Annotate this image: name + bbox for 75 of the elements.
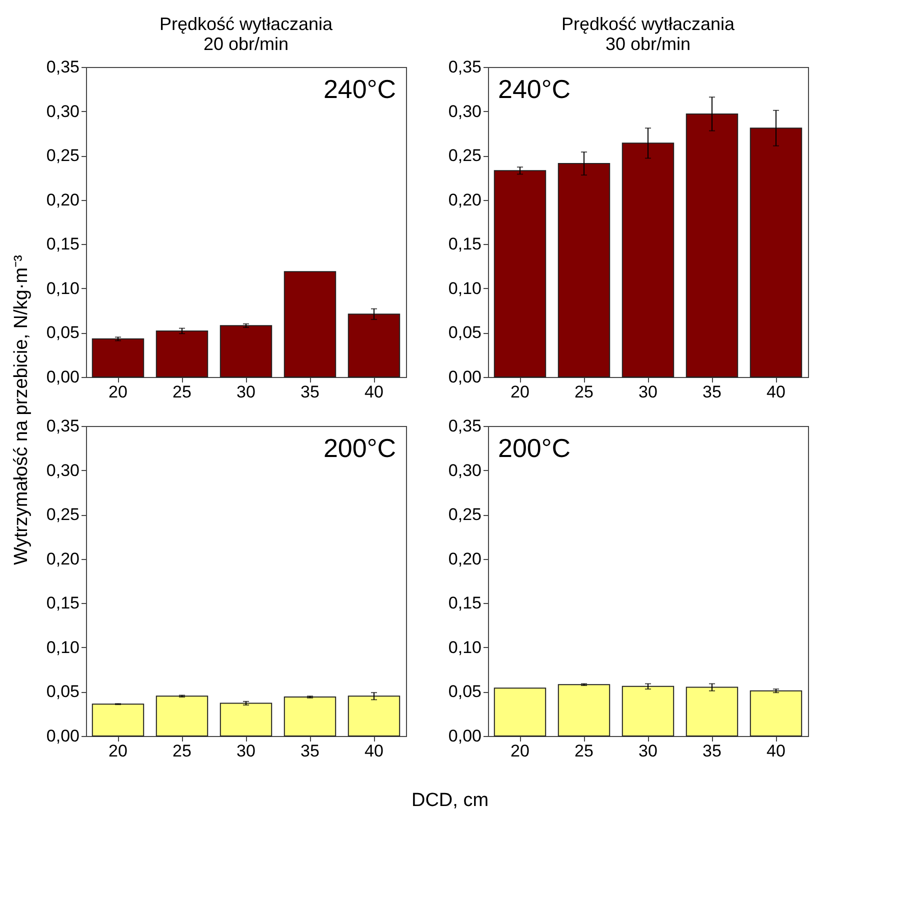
x-tick-label: 20	[108, 742, 128, 760]
y-tick-label: 0,20	[46, 549, 80, 568]
x-tick-label: 30	[638, 382, 658, 402]
y-tick-label: 0,00	[46, 368, 80, 386]
x-tick-label: 35	[300, 382, 320, 402]
y-tick-label: 0,35	[448, 416, 482, 436]
y-tick-label: 0,30	[46, 460, 80, 480]
y-tick-label: 0,30	[448, 460, 482, 480]
x-tick-label: 40	[766, 382, 786, 402]
bar	[750, 128, 802, 378]
annotation: 200°C	[323, 433, 396, 463]
x-tick-label: 40	[364, 382, 384, 402]
chart-title: Prędkość wytłaczania 20 obr/min	[159, 14, 334, 54]
bar	[348, 696, 400, 736]
y-tick-label: 0,05	[46, 323, 80, 342]
bar	[92, 704, 144, 736]
bar	[558, 163, 610, 378]
y-tick-label: 0,25	[46, 505, 80, 524]
x-tick-label: 30	[236, 382, 256, 402]
bar	[284, 271, 336, 378]
annotation: 240°C	[323, 74, 396, 104]
annotation: 240°C	[498, 74, 571, 104]
y-tick-label: 0,15	[448, 594, 482, 613]
y-tick-label: 0,10	[448, 638, 482, 657]
y-tick-label: 0,25	[46, 146, 80, 166]
y-tick-label: 0,15	[46, 234, 80, 254]
bar	[622, 142, 674, 378]
chart-title: Prędkość wytłaczania 30 obr/min	[561, 14, 736, 54]
x-tick-label: 40	[364, 742, 384, 760]
y-tick-label: 0,35	[448, 58, 482, 76]
x-tick-label: 25	[574, 742, 594, 760]
y-tick-label: 0,15	[448, 234, 482, 254]
x-tick-label: 25	[574, 382, 594, 402]
x-axis-title: DCD, cm	[410, 790, 490, 812]
y-tick-label: 0,35	[46, 416, 80, 436]
bar	[686, 113, 738, 378]
bar	[220, 702, 272, 736]
x-tick-label: 35	[300, 742, 320, 760]
x-tick-label: 35	[702, 382, 722, 402]
x-tick-label: 35	[702, 742, 722, 760]
y-tick-label: 0,30	[448, 102, 482, 121]
y-tick-label: 0,10	[46, 638, 80, 657]
y-tick-label: 0,20	[448, 549, 482, 568]
y-tick-label: 0,15	[46, 594, 80, 613]
y-tick-label: 0,05	[46, 682, 80, 702]
y-tick-label: 0,35	[46, 58, 80, 76]
y-tick-label: 0,20	[46, 190, 80, 210]
x-tick-label: 25	[172, 382, 192, 402]
bar	[156, 696, 208, 736]
y-axis-title: Wytrzymałość na przebicie, N/kg·m⁻³	[10, 255, 33, 565]
y-tick-label: 0,20	[448, 190, 482, 210]
y-tick-label: 0,00	[448, 726, 482, 746]
bar	[284, 696, 336, 736]
y-tick-label: 0,25	[448, 146, 482, 166]
x-tick-label: 30	[236, 742, 256, 760]
x-tick-label: 20	[510, 382, 530, 402]
y-tick-label: 0,30	[46, 102, 80, 121]
y-tick-label: 0,00	[46, 726, 80, 746]
y-tick-label: 0,10	[448, 278, 482, 298]
x-tick-label: 25	[172, 742, 192, 760]
y-tick-label: 0,00	[448, 368, 482, 386]
x-tick-label: 20	[108, 382, 128, 402]
y-tick-label: 0,05	[448, 682, 482, 702]
x-tick-label: 20	[510, 742, 530, 760]
annotation: 200°C	[498, 433, 571, 463]
bar	[92, 338, 144, 378]
y-tick-label: 0,05	[448, 323, 482, 342]
y-tick-label: 0,25	[448, 505, 482, 524]
y-tick-label: 0,10	[46, 278, 80, 298]
bar	[156, 330, 208, 378]
x-tick-label: 30	[638, 742, 658, 760]
bar	[494, 170, 546, 378]
bar	[220, 325, 272, 378]
bar	[348, 314, 400, 378]
x-tick-label: 40	[766, 742, 786, 760]
